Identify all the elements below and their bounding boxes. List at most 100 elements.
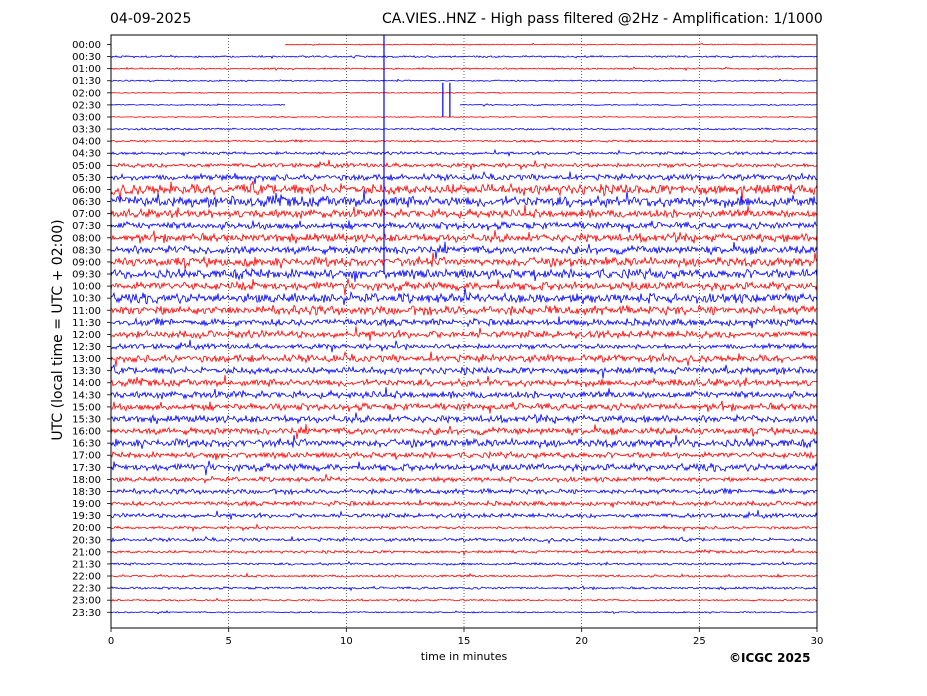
row-label: 20:00: [72, 523, 101, 534]
row-label: 08:00: [72, 233, 101, 244]
row-label: 23:00: [72, 596, 101, 607]
trace-line: [110, 241, 818, 260]
row-label: 04:00: [72, 137, 101, 148]
trace-line: [110, 499, 818, 508]
trace-line: [110, 138, 818, 143]
trace-line: [110, 400, 818, 414]
trace-line: [110, 363, 818, 379]
row-label: 06:30: [72, 197, 101, 208]
trace-line: [110, 252, 818, 270]
trace-line: [110, 474, 818, 485]
x-tick-label: 15: [458, 636, 471, 647]
trace-line: [110, 180, 818, 202]
row-label: 08:30: [72, 245, 101, 256]
row-label: 13:00: [72, 354, 101, 365]
row-label: 16:00: [72, 427, 101, 438]
row-label: 22:30: [72, 584, 101, 595]
trace-line: [110, 450, 818, 461]
trace-line: [110, 350, 818, 367]
row-label: 05:30: [72, 173, 101, 184]
trace-line: [110, 127, 818, 131]
row-label: 16:30: [72, 439, 101, 450]
x-axis-label: time in minutes: [420, 650, 508, 663]
trace-line: [110, 278, 818, 296]
trace-line: [110, 54, 818, 60]
trace-line: [110, 434, 818, 450]
row-label: 15:30: [72, 414, 101, 425]
trace-line: [110, 316, 818, 329]
row-label: 02:30: [72, 100, 101, 111]
trace-line: [110, 487, 818, 496]
trace-line: [110, 66, 818, 72]
row-label: 13:30: [72, 366, 101, 377]
x-tick-label: 30: [811, 636, 824, 647]
trace-line: [284, 42, 817, 46]
x-tick-label: 20: [575, 636, 588, 647]
row-label: 17:00: [72, 451, 101, 462]
x-tick-label: 0: [108, 636, 114, 647]
trace-line: [110, 91, 817, 95]
row-label: 17:30: [72, 463, 101, 474]
trace-line: [110, 148, 818, 158]
trace-line: [110, 267, 818, 282]
row-label: 18:00: [72, 475, 101, 486]
trace-line: [110, 560, 818, 567]
trace-line: [110, 115, 818, 119]
trace-line: [110, 523, 818, 533]
row-label: 22:00: [72, 572, 101, 583]
row-label: 03:00: [72, 112, 101, 123]
x-tick-label: 25: [693, 636, 706, 647]
row-label: 04:30: [72, 149, 101, 160]
row-label: 07:30: [72, 221, 101, 232]
row-label: 10:30: [72, 294, 101, 305]
trace-line: [110, 460, 818, 476]
trace-line: [110, 287, 818, 306]
trace-line: [110, 204, 818, 219]
trace-line: [110, 423, 818, 440]
trace-line: [110, 597, 818, 603]
trace-line: [110, 547, 818, 557]
trace-line: [110, 535, 818, 545]
trace-line: [110, 375, 818, 388]
trace-line: [110, 510, 818, 520]
trace-line: [110, 230, 818, 244]
row-label: 02:00: [72, 88, 101, 99]
row-label: 09:00: [72, 257, 101, 268]
row-label: 00:00: [72, 40, 101, 51]
row-label: 11:30: [72, 318, 101, 329]
row-label: 14:30: [72, 390, 101, 401]
trace-line: [110, 220, 818, 233]
row-label: 12:30: [72, 342, 101, 353]
trace-line: [110, 304, 818, 317]
trace-line: [110, 609, 817, 615]
row-label: 03:30: [72, 125, 101, 136]
row-label: 01:00: [72, 64, 101, 75]
row-label: 19:00: [72, 499, 101, 510]
x-tick-label: 5: [225, 636, 231, 647]
row-label: 12:00: [72, 330, 101, 341]
trace-line: [110, 387, 818, 400]
row-label: 01:30: [72, 76, 101, 87]
row-label: 14:00: [72, 378, 101, 389]
row-label: 09:30: [72, 270, 101, 281]
row-label: 10:00: [72, 282, 101, 293]
row-label: 11:00: [72, 306, 101, 317]
trace-line: [110, 585, 818, 592]
row-label: 21:30: [72, 559, 101, 570]
row-label: 18:30: [72, 487, 101, 498]
row-label: 20:30: [72, 535, 101, 546]
row-label: 23:30: [72, 608, 101, 619]
row-label: 07:00: [72, 209, 101, 220]
trace-line: [110, 103, 818, 107]
trace-line: [111, 572, 818, 579]
trace-line: [110, 326, 818, 341]
trace-line: [110, 170, 818, 185]
trace-line: [110, 339, 818, 353]
trace-line: [110, 412, 818, 425]
copyright-label: ©ICGC 2025: [729, 651, 811, 665]
trace-line: [110, 159, 818, 171]
row-label: 00:30: [72, 52, 101, 63]
row-label: 06:00: [72, 185, 101, 196]
row-label: 15:00: [72, 402, 101, 413]
